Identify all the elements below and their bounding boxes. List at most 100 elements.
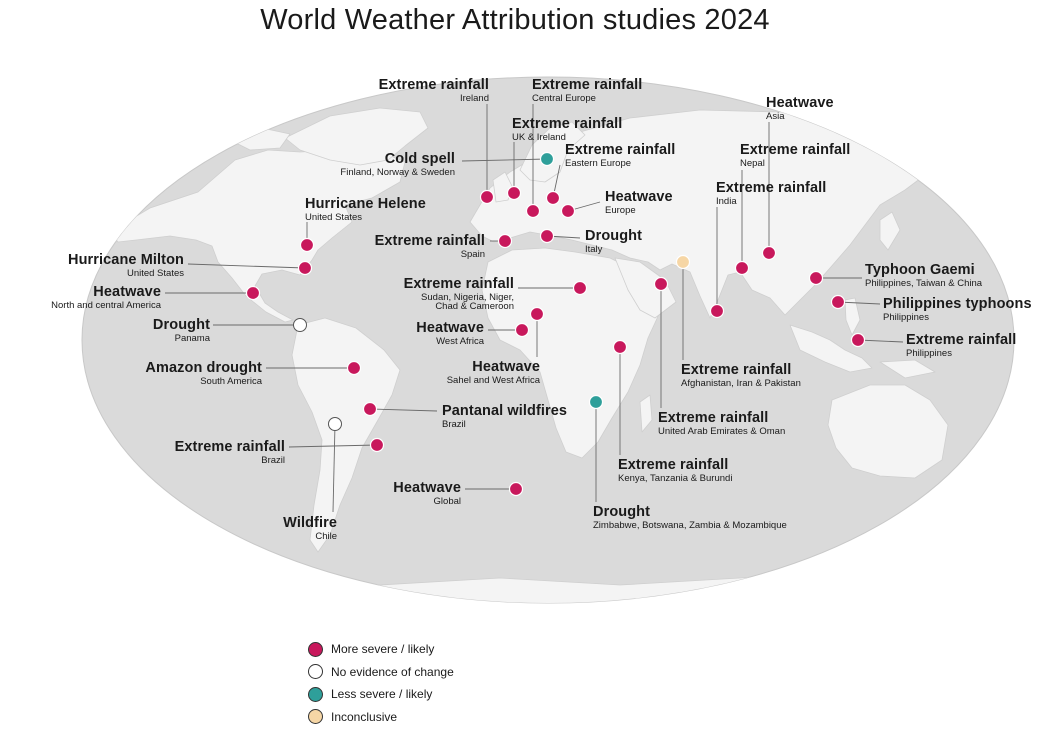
label-cold-spell: Cold spell Finland, Norway & Sweden [340, 152, 455, 177]
region-name: Asia [766, 110, 785, 122]
marker-heatwave-sahel[interactable] [529, 306, 545, 322]
label-heatwave-wa: Heatwave West Africa [416, 321, 484, 346]
legend: More severe / likely No evidence of chan… [308, 638, 454, 728]
label-uae: Extreme rainfall United Arab Emirates & O… [658, 411, 785, 436]
region-name: Global [433, 495, 461, 507]
event-name: Extreme rainfall [740, 142, 851, 158]
label-milton: Hurricane Milton United States [68, 253, 184, 278]
event-name: Pantanal wildfires [442, 403, 568, 419]
label-heatwave-global: Heatwave Global [393, 481, 461, 506]
legend-label: More severe / likely [331, 642, 435, 657]
marker-wildfire-chile[interactable] [328, 417, 342, 431]
region-name: Brazil [261, 454, 285, 466]
region-name: Finland, Norway & Sweden [340, 166, 455, 178]
marker-ph-rain[interactable] [850, 332, 866, 348]
marker-drought-panama[interactable] [293, 318, 307, 332]
label-wildfire-chile: Wildfire Chile [283, 516, 337, 541]
event-name: Extreme rainfall [681, 362, 792, 378]
landmass-japan [879, 211, 901, 251]
label-ph-rain: Extreme rainfall Philippines [906, 333, 1016, 358]
event-name: Heatwave [605, 189, 673, 205]
marker-spain[interactable] [497, 233, 513, 249]
marker-drought-italy[interactable] [539, 228, 555, 244]
event-name: Heatwave [416, 320, 484, 336]
legend-item: Less severe / likely [308, 683, 454, 706]
event-name: Extreme rainfall [403, 276, 514, 292]
label-heatwave-europe: Heatwave Europe [605, 190, 673, 215]
label-kenya: Extreme rainfall Kenya, Tanzania & Burund… [618, 458, 732, 483]
map-title: World Weather Attribution studies 2024 [260, 4, 770, 36]
marker-ph-typhoons[interactable] [830, 294, 846, 310]
marker-uk-ireland[interactable] [506, 185, 522, 201]
legend-item: More severe / likely [308, 638, 454, 661]
landmass-eurasia [469, 109, 976, 319]
leader-lines [165, 104, 904, 513]
marker-heatwave-global[interactable] [508, 481, 524, 497]
landmass-new-guinea [879, 359, 936, 379]
marker-brazil-rain[interactable] [369, 437, 385, 453]
marker-cold-spell[interactable] [539, 151, 555, 167]
label-drought-southern-africa: Drought Zimbabwe, Botswana, Zambia & Moza… [593, 505, 787, 530]
event-name: Extreme rainfall [174, 439, 285, 455]
region-name: United States [305, 211, 363, 223]
label-ireland: Extreme rainfall Ireland [379, 78, 489, 103]
event-name: Heatwave [472, 359, 540, 375]
region-name: South America [200, 375, 262, 387]
region-name: Brazil [442, 418, 466, 430]
marker-amazon[interactable] [346, 360, 362, 376]
marker-eastern-europe[interactable] [545, 190, 561, 206]
region-name: Nepal [740, 157, 765, 169]
marker-kenya[interactable] [612, 339, 628, 355]
legend-item: No evidence of change [308, 661, 454, 684]
legend-label: Inconclusive [331, 709, 398, 724]
marker-heatwave-wa[interactable] [514, 322, 530, 338]
label-brazil-rain: Extreme rainfall Brazil [175, 440, 285, 465]
marker-india[interactable] [709, 303, 725, 319]
marker-afghanistan[interactable] [675, 254, 691, 270]
marker-nepal[interactable] [734, 260, 750, 276]
region-name: United Arab Emirates & Oman [658, 425, 786, 437]
label-pantanal: Pantanal wildfires Brazil [442, 404, 567, 429]
label-afghanistan: Extreme rainfall Afghanistan, Iran & Paki… [681, 363, 801, 388]
leader-line-wildfire-chile [332, 423, 336, 513]
event-name: Drought [585, 228, 643, 244]
event-name: Extreme rainfall [565, 142, 676, 158]
legend-swatch [308, 686, 323, 702]
legend-label: Less severe / likely [331, 687, 433, 702]
marker-uae[interactable] [653, 276, 669, 292]
label-india: Extreme rainfall India [716, 181, 826, 206]
label-uk-ireland: Extreme rainfall UK & Ireland [512, 117, 622, 142]
landmass-madagascar [639, 394, 653, 433]
marker-heatwave-europe[interactable] [560, 203, 576, 219]
landmass-africa [481, 247, 661, 459]
marker-heatwave-nca[interactable] [245, 285, 261, 301]
leader-line-cold-spell [461, 158, 548, 162]
label-central-europe: Extreme rainfall Central Europe [532, 78, 642, 103]
marker-gaemi[interactable] [808, 270, 824, 286]
marker-helene[interactable] [299, 237, 315, 253]
region-name: Afghanistan, Iran & Pakistan [681, 377, 801, 389]
event-name: Heatwave [93, 284, 161, 300]
marker-central-europe[interactable] [525, 203, 541, 219]
event-name: Hurricane Helene [305, 196, 426, 212]
marker-ireland[interactable] [479, 189, 495, 205]
label-drought-italy: Drought Italy [585, 229, 642, 254]
leader-line-brazil-rain [288, 444, 378, 448]
legend-swatch [308, 641, 323, 657]
marker-drought-southern-africa[interactable] [588, 394, 604, 410]
leader-line-ph-rain [857, 339, 904, 343]
marker-pantanal[interactable] [362, 401, 378, 417]
marker-heatwave-asia[interactable] [761, 245, 777, 261]
region-name: Eastern Europe [565, 157, 632, 169]
event-name: Extreme rainfall [906, 332, 1017, 348]
region-name: Philippines [906, 347, 952, 359]
event-name: Cold spell [384, 151, 455, 167]
marker-milton[interactable] [297, 260, 313, 276]
landmass-new-zealand [971, 467, 986, 501]
marker-sudan[interactable] [572, 280, 588, 296]
region-name: Central Europe [532, 92, 596, 104]
event-name: Extreme rainfall [618, 457, 729, 473]
landmass-philippines [844, 297, 861, 336]
landmasses [109, 107, 986, 603]
